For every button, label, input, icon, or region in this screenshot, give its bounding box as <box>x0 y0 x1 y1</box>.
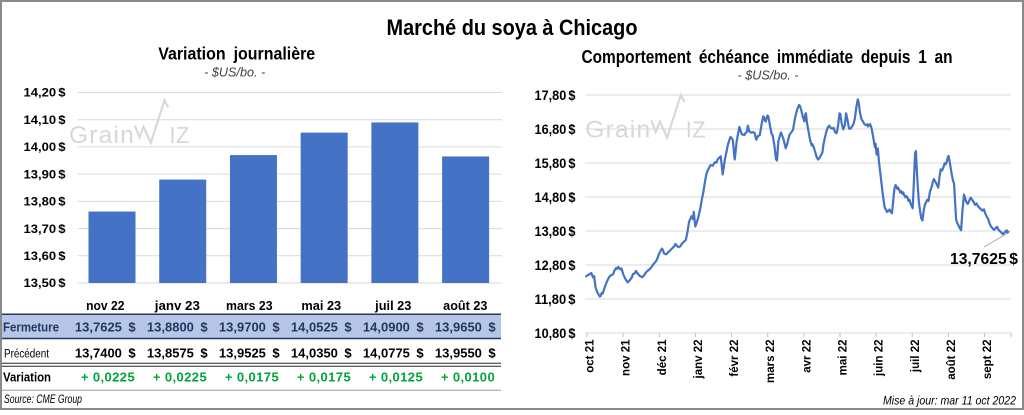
svg-text:13,9525 $: 13,9525 $ <box>219 346 280 361</box>
svg-text:janv 22: janv 22 <box>693 340 705 380</box>
svg-text:13,90 $: 13,90 $ <box>24 167 66 181</box>
svg-text:13,70 $: 13,70 $ <box>24 222 66 236</box>
svg-text:- $US/bo. -: - $US/bo. - <box>738 69 799 83</box>
svg-text:16,80 $: 16,80 $ <box>535 121 576 137</box>
svg-text:nov 21: nov 21 <box>621 339 633 376</box>
svg-text:juin 22: juin 22 <box>874 340 886 377</box>
svg-text:+ 0,0100: + 0,0100 <box>441 370 495 385</box>
svg-text:Grain: Grain <box>585 117 651 144</box>
svg-text:13,9650 $: 13,9650 $ <box>435 320 496 335</box>
svg-text:août 23: août 23 <box>443 299 487 313</box>
svg-text:14,0525 $: 14,0525 $ <box>291 320 352 335</box>
svg-text:juil 22: juil 22 <box>910 340 922 374</box>
svg-text:nov 22: nov 22 <box>86 299 124 313</box>
svg-text:14,80 $: 14,80 $ <box>535 189 576 205</box>
svg-text:+ 0,0225: + 0,0225 <box>153 370 207 385</box>
svg-text:+ 0,0175: + 0,0175 <box>225 370 279 385</box>
svg-text:15,80 $: 15,80 $ <box>535 155 576 171</box>
svg-text:13,8575 $: 13,8575 $ <box>147 346 208 361</box>
svg-text:+ 0,0175: + 0,0175 <box>297 370 351 385</box>
svg-text:févr 22: févr 22 <box>729 340 741 377</box>
svg-text:Variation journalière: Variation journalière <box>158 44 315 64</box>
svg-text:12,80 $: 12,80 $ <box>535 257 576 273</box>
svg-text:déc 21: déc 21 <box>657 339 669 375</box>
svg-text:13,50 $: 13,50 $ <box>24 276 66 290</box>
svg-text:+ 0,0125: + 0,0125 <box>369 370 423 385</box>
svg-text:IZ: IZ <box>686 117 707 143</box>
svg-text:IZ: IZ <box>169 122 190 148</box>
svg-text:juil 23: juil 23 <box>374 299 411 313</box>
svg-text:Mise à jour: mar 11 oct 2022: Mise à jour: mar 11 oct 2022 <box>883 394 1016 408</box>
svg-text:13,80 $: 13,80 $ <box>24 195 66 209</box>
svg-text:+ 0,0225: + 0,0225 <box>81 370 135 385</box>
svg-text:17,80 $: 17,80 $ <box>535 87 576 103</box>
svg-text:oct 21: oct 21 <box>585 339 597 373</box>
svg-text:janv 23: janv 23 <box>154 299 200 313</box>
svg-text:Comportement échéance immédiat: Comportement échéance immédiate depuis 1… <box>582 47 953 67</box>
svg-text:14,0350 $: 14,0350 $ <box>291 346 352 361</box>
svg-text:sept 22: sept 22 <box>982 340 994 380</box>
svg-text:13,60 $: 13,60 $ <box>24 249 66 263</box>
svg-text:Variation: Variation <box>3 370 51 385</box>
svg-text:août 22: août 22 <box>946 340 958 380</box>
svg-text:Fermeture: Fermeture <box>3 320 59 335</box>
svg-text:10,80 $: 10,80 $ <box>535 325 576 341</box>
svg-text:Précédent: Précédent <box>4 348 50 360</box>
svg-text:- $US/bo. -: - $US/bo. - <box>204 66 265 80</box>
svg-text:13,80 $: 13,80 $ <box>535 223 576 239</box>
svg-text:14,0900 $: 14,0900 $ <box>363 320 424 335</box>
svg-text:13,7400 $: 13,7400 $ <box>75 346 136 361</box>
svg-text:mars 23: mars 23 <box>226 299 273 313</box>
svg-text:13,8800 $: 13,8800 $ <box>147 320 208 335</box>
svg-text:mars 22: mars 22 <box>765 340 777 383</box>
svg-text:Grain: Grain <box>69 122 135 149</box>
svg-text:14,0775 $: 14,0775 $ <box>363 346 424 361</box>
svg-text:14,20 $: 14,20 $ <box>24 86 66 100</box>
svg-text:13,9550 $: 13,9550 $ <box>435 346 496 361</box>
svg-text:Marché du soya à Chicago: Marché du soya à Chicago <box>387 15 638 40</box>
svg-text:14,00 $: 14,00 $ <box>24 140 66 154</box>
svg-text:13,9700 $: 13,9700 $ <box>219 320 280 335</box>
svg-text:Source: CME Group: Source: CME Group <box>4 394 82 406</box>
svg-text:mai 23: mai 23 <box>301 299 341 313</box>
svg-text:mai 22: mai 22 <box>837 340 849 376</box>
svg-text:avr 22: avr 22 <box>801 340 813 373</box>
svg-text:11,80 $: 11,80 $ <box>535 291 576 307</box>
svg-text:14,10 $: 14,10 $ <box>24 113 66 127</box>
svg-text:13,7625 $: 13,7625 $ <box>75 320 136 335</box>
svg-text:13,7625 $: 13,7625 $ <box>950 251 1018 268</box>
